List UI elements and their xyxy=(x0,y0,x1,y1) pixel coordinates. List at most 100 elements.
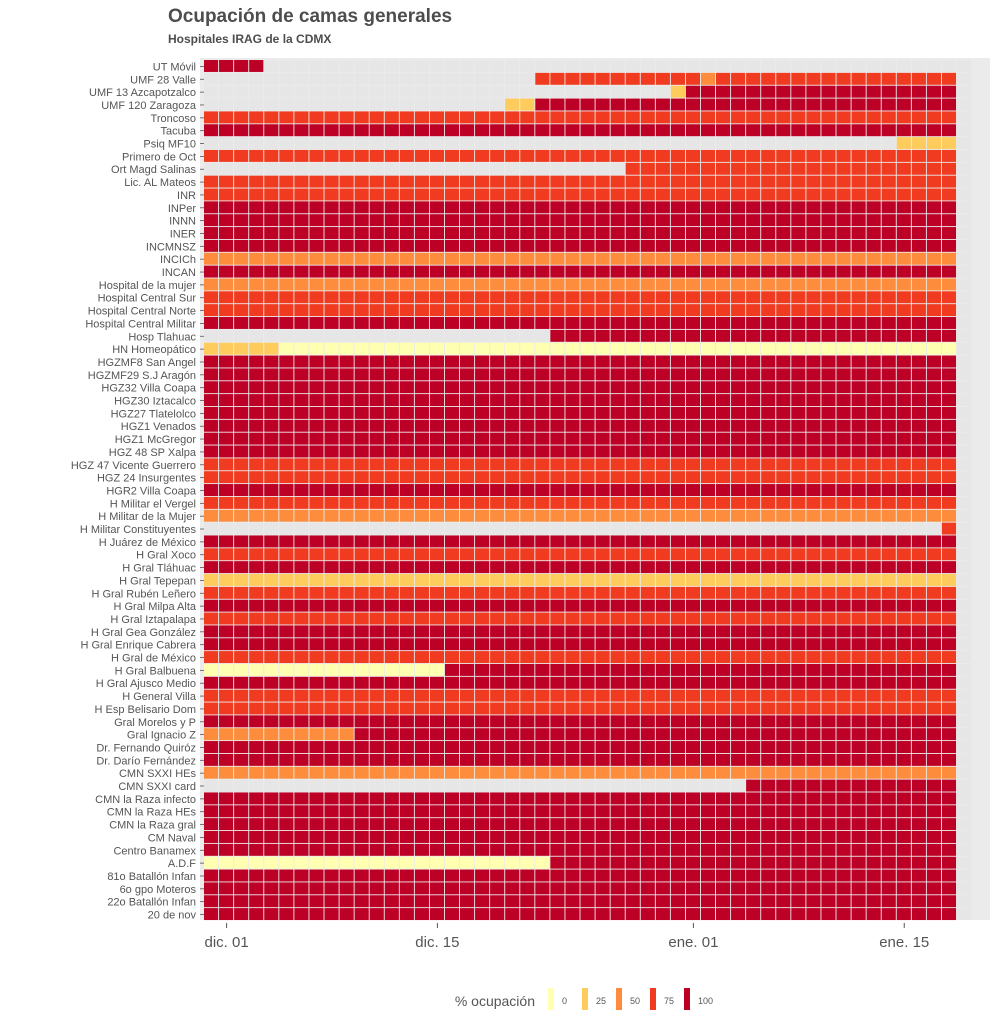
heatmap-cell xyxy=(580,509,595,522)
heatmap-cell xyxy=(625,227,640,239)
heatmap-cell xyxy=(700,599,716,612)
heatmap-cell xyxy=(475,214,490,227)
heatmap-cell xyxy=(279,201,294,214)
heatmap-cell xyxy=(806,561,821,574)
heatmap-cell xyxy=(339,72,354,85)
heatmap-cell xyxy=(610,766,625,779)
heatmap-cell xyxy=(926,381,941,394)
heatmap-cell xyxy=(535,509,550,522)
heatmap-cell xyxy=(926,702,941,715)
heatmap-cell xyxy=(956,561,972,574)
heatmap-cell xyxy=(354,702,369,715)
heatmap-cell xyxy=(490,214,505,227)
heatmap-cell xyxy=(490,574,505,586)
heatmap-cell xyxy=(896,882,911,895)
heatmap-cell xyxy=(279,728,294,741)
heatmap-cell xyxy=(911,728,926,741)
heatmap-cell xyxy=(490,317,505,329)
heatmap-cell xyxy=(279,60,294,72)
heatmap-cell xyxy=(490,60,505,72)
heatmap-cell xyxy=(414,304,429,317)
heatmap-cell xyxy=(896,471,911,484)
heatmap-cell xyxy=(610,419,625,432)
heatmap-cell xyxy=(279,98,294,111)
heatmap-cell xyxy=(911,869,926,882)
heatmap-cell xyxy=(324,882,339,895)
heatmap-cell xyxy=(731,843,746,856)
heatmap-cell xyxy=(685,715,701,728)
heatmap-cell xyxy=(791,548,806,561)
heatmap-cell xyxy=(761,625,776,638)
heatmap-cell xyxy=(655,522,670,535)
heatmap-cell xyxy=(670,432,685,445)
heatmap-cell xyxy=(309,779,324,792)
heatmap-cell xyxy=(354,574,369,586)
heatmap-cell xyxy=(505,445,520,458)
heatmap-cell xyxy=(911,291,926,304)
heatmap-cell xyxy=(761,522,776,535)
heatmap-cell xyxy=(791,484,806,496)
heatmap-cell xyxy=(926,355,941,368)
heatmap-cell xyxy=(821,856,836,869)
heatmap-cell xyxy=(550,406,565,419)
heatmap-cell xyxy=(219,291,234,304)
heatmap-cell xyxy=(595,728,610,741)
heatmap-cell xyxy=(881,805,896,818)
heatmap-cell xyxy=(926,317,941,329)
heatmap-cell xyxy=(640,162,655,175)
heatmap-cell xyxy=(309,676,324,689)
heatmap-cell xyxy=(399,805,414,818)
heatmap-cell xyxy=(460,496,475,509)
heatmap-cell xyxy=(896,612,911,625)
heatmap-cell xyxy=(746,689,761,702)
heatmap-cell xyxy=(219,111,234,124)
heatmap-cell xyxy=(625,432,640,445)
heatmap-cell xyxy=(565,561,580,574)
heatmap-cell xyxy=(851,381,866,394)
heatmap-cell xyxy=(294,574,309,586)
heatmap-cell xyxy=(655,188,670,201)
heatmap-cell xyxy=(595,882,610,895)
heatmap-cell xyxy=(851,304,866,317)
heatmap-cell xyxy=(219,175,234,188)
heatmap-cell xyxy=(550,869,565,882)
heatmap-cell xyxy=(475,882,490,895)
heatmap-cell xyxy=(444,779,460,792)
heatmap-cell xyxy=(279,908,294,921)
heatmap-cell xyxy=(670,317,685,329)
heatmap-cell xyxy=(294,586,309,599)
heatmap-cell xyxy=(716,227,731,239)
heatmap-cell xyxy=(655,278,670,291)
heatmap-cell xyxy=(776,432,791,445)
heatmap-cell xyxy=(234,741,249,753)
heatmap-cell xyxy=(610,381,625,394)
heatmap-cell xyxy=(460,291,475,304)
heatmap-cell xyxy=(700,149,716,162)
heatmap-cell xyxy=(475,548,490,561)
heatmap-cell xyxy=(881,458,896,471)
heatmap-cell xyxy=(460,368,475,381)
heatmap-cell xyxy=(881,239,896,252)
heatmap-cell xyxy=(685,111,701,124)
heatmap-cell xyxy=(821,227,836,239)
heatmap-cell xyxy=(716,561,731,574)
heatmap-cell xyxy=(956,85,972,98)
heatmap-cell xyxy=(866,831,881,843)
heatmap-cell xyxy=(761,342,776,355)
heatmap-cell xyxy=(851,612,866,625)
heatmap-cell xyxy=(731,676,746,689)
heatmap-cell xyxy=(866,869,881,882)
heatmap-cell xyxy=(520,149,535,162)
heatmap-cell xyxy=(791,509,806,522)
heatmap-cell xyxy=(294,484,309,496)
heatmap-cell xyxy=(956,625,972,638)
heatmap-cell xyxy=(926,908,941,921)
heatmap-cell xyxy=(565,432,580,445)
heatmap-cell xyxy=(866,304,881,317)
heatmap-cell xyxy=(550,561,565,574)
heatmap-cell xyxy=(204,252,219,265)
heatmap-cell xyxy=(866,638,881,651)
row-label: HGR2 Villa Coapa xyxy=(106,485,197,497)
heatmap-cell xyxy=(926,895,941,908)
heatmap-cell xyxy=(369,265,384,278)
